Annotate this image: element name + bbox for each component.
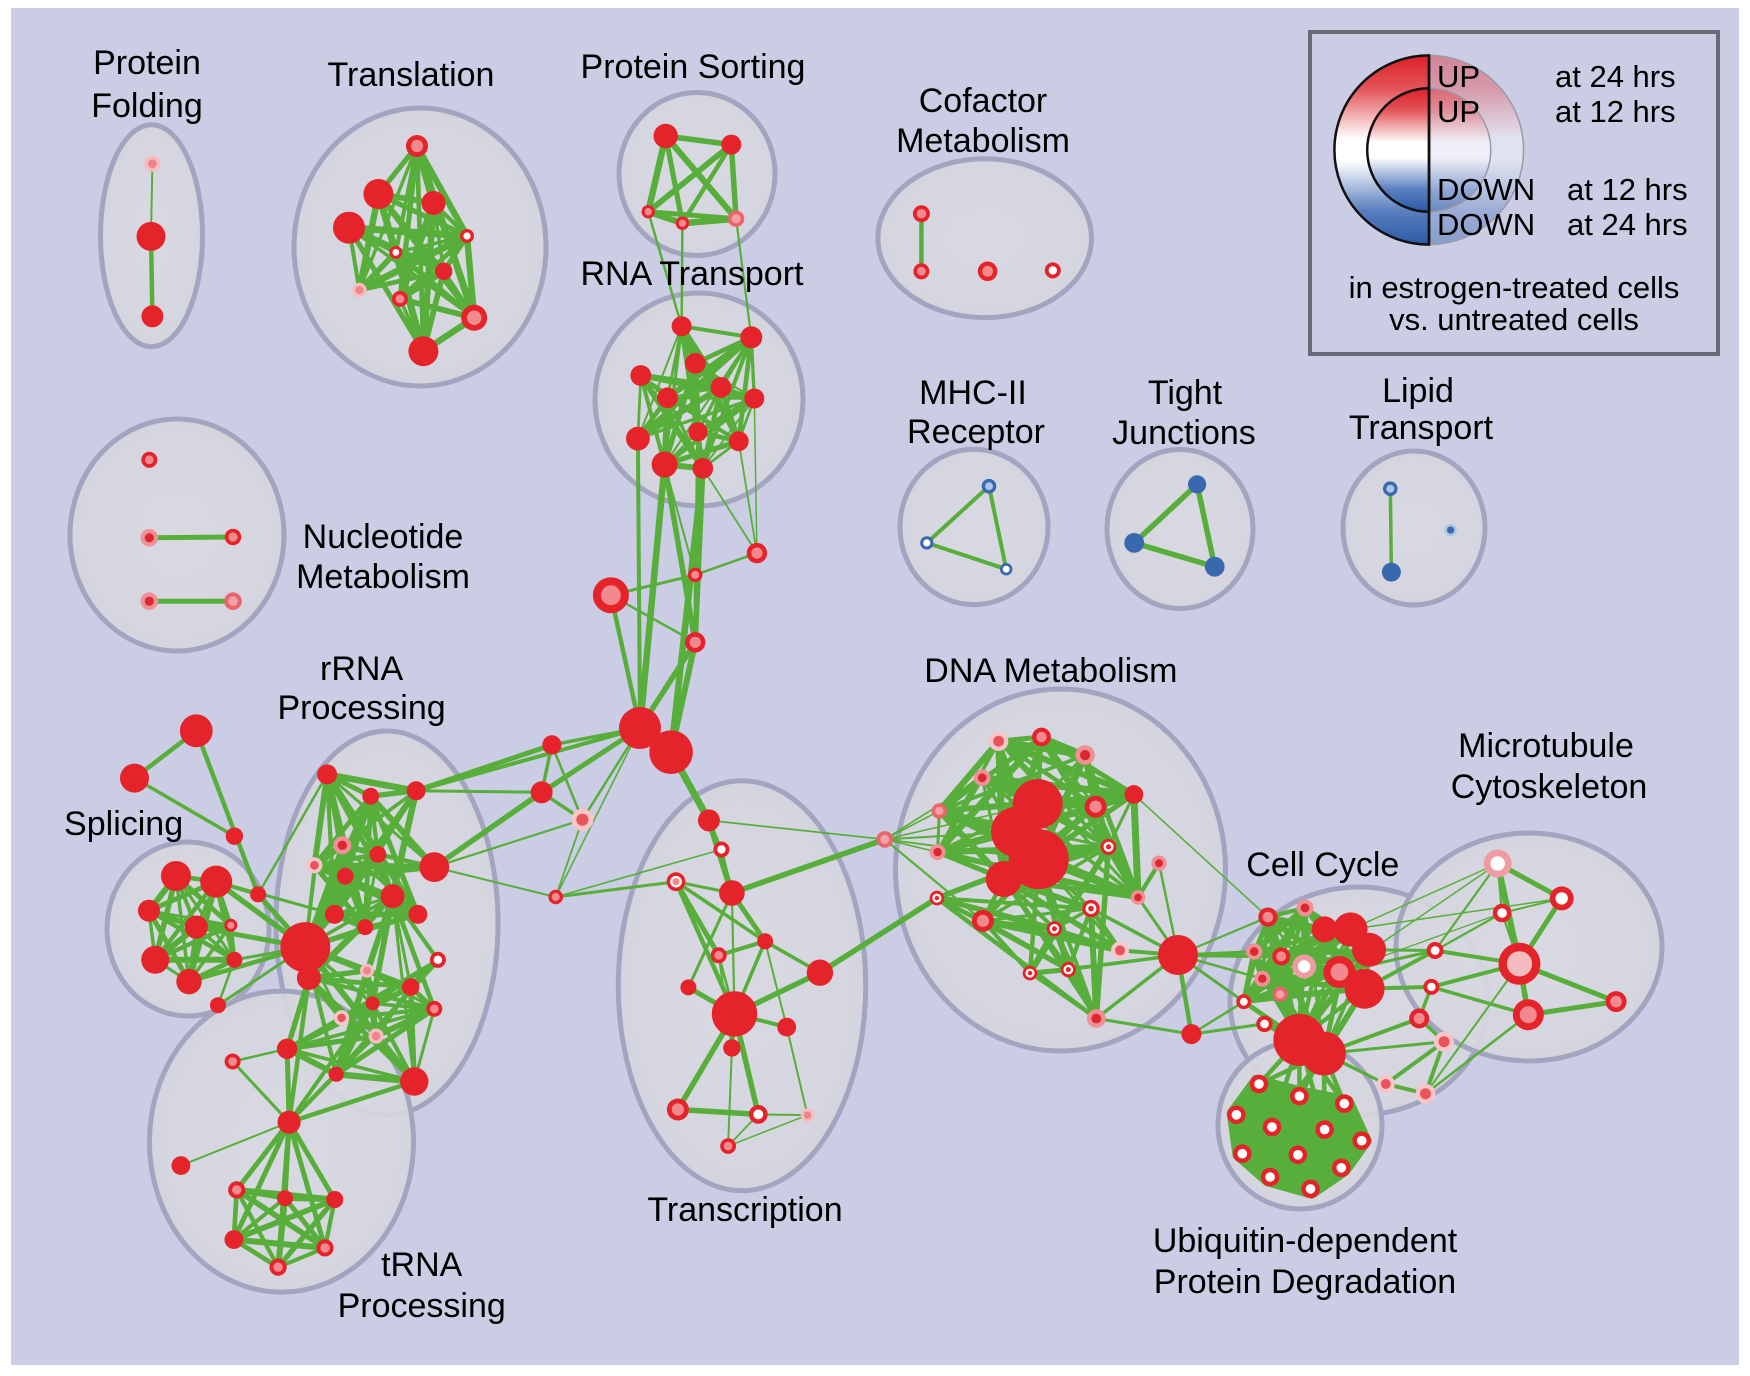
- svg-text:Lipid: Lipid: [1382, 372, 1454, 410]
- svg-text:Folding: Folding: [91, 87, 203, 125]
- svg-text:Metabolism: Metabolism: [896, 122, 1070, 160]
- svg-text:at 12 hrs: at 12 hrs: [1567, 172, 1688, 207]
- svg-text:Metabolism: Metabolism: [296, 558, 470, 596]
- svg-text:RNA Transport: RNA Transport: [581, 255, 805, 293]
- svg-text:Ubiquitin-dependent: Ubiquitin-dependent: [1153, 1222, 1458, 1260]
- svg-text:at 24 hrs: at 24 hrs: [1555, 59, 1676, 94]
- svg-text:Tight: Tight: [1148, 374, 1223, 412]
- svg-text:Cell Cycle: Cell Cycle: [1246, 846, 1399, 884]
- svg-text:DNA Metabolism: DNA Metabolism: [924, 652, 1177, 690]
- svg-text:Transport: Transport: [1349, 409, 1494, 447]
- svg-text:MHC-II: MHC-II: [919, 374, 1027, 412]
- svg-text:Cytoskeleton: Cytoskeleton: [1451, 768, 1648, 806]
- svg-text:tRNA: tRNA: [381, 1246, 463, 1284]
- svg-text:rRNA: rRNA: [320, 650, 403, 688]
- svg-text:UP: UP: [1437, 59, 1480, 94]
- svg-text:Transcription: Transcription: [647, 1191, 842, 1229]
- svg-text:at 12 hrs: at 12 hrs: [1555, 94, 1676, 129]
- svg-text:Protein Sorting: Protein Sorting: [581, 48, 806, 86]
- svg-text:vs. untreated cells: vs. untreated cells: [1389, 302, 1639, 337]
- svg-text:DOWN: DOWN: [1437, 172, 1535, 207]
- svg-text:Processing: Processing: [277, 689, 445, 727]
- svg-text:DOWN: DOWN: [1437, 207, 1535, 242]
- svg-text:Translation: Translation: [328, 56, 495, 94]
- svg-text:Cofactor: Cofactor: [919, 82, 1048, 120]
- svg-text:Junctions: Junctions: [1112, 414, 1256, 452]
- svg-text:UP: UP: [1437, 94, 1480, 129]
- svg-text:Protein: Protein: [93, 44, 201, 82]
- svg-text:in estrogen-treated cells: in estrogen-treated cells: [1349, 270, 1680, 305]
- svg-text:Protein Degradation: Protein Degradation: [1154, 1263, 1456, 1301]
- svg-text:at 24 hrs: at 24 hrs: [1567, 207, 1688, 242]
- svg-text:Microtubule: Microtubule: [1458, 727, 1634, 765]
- svg-text:Splicing: Splicing: [64, 805, 183, 843]
- svg-text:Processing: Processing: [338, 1287, 506, 1325]
- svg-text:Nucleotide: Nucleotide: [303, 518, 464, 556]
- svg-text:Receptor: Receptor: [907, 413, 1045, 451]
